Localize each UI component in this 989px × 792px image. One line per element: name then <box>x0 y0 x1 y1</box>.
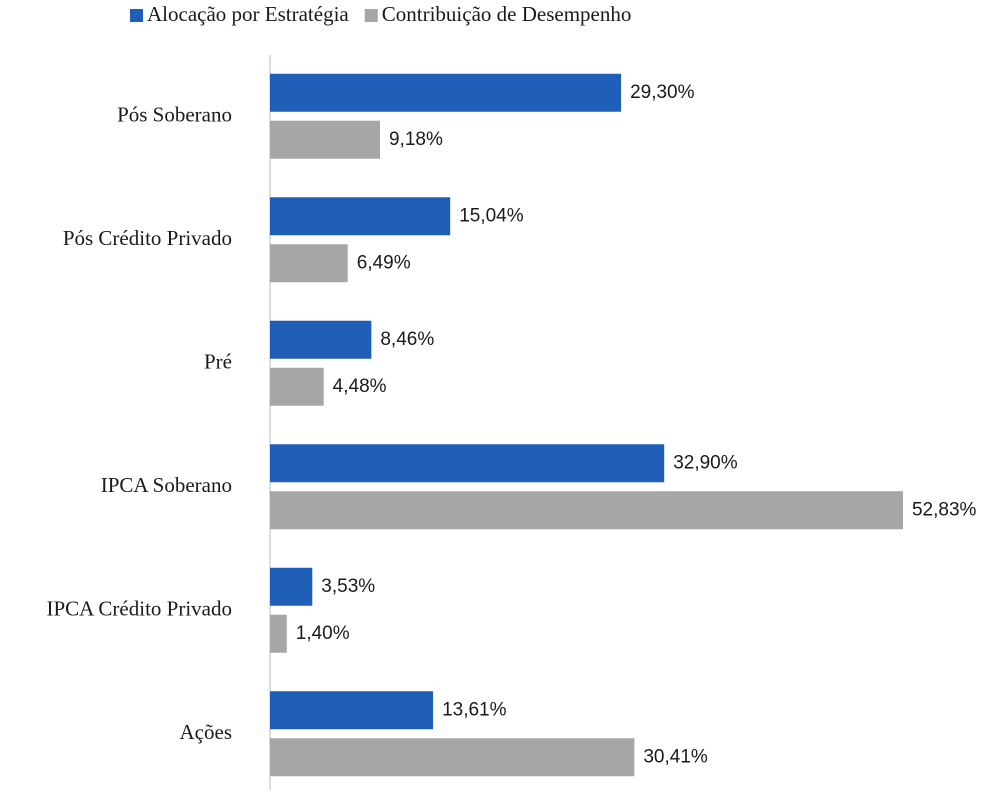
y-tick-label: Ações <box>180 720 232 744</box>
value-label: 9,18% <box>389 129 443 150</box>
legend-swatch <box>364 9 378 22</box>
y-tick-label: Pós Soberano <box>117 103 232 127</box>
value-label: 1,40% <box>296 623 350 644</box>
y-tick-label: IPCA Soberano <box>101 473 232 497</box>
legend-label: Contribuição de Desempenho <box>382 2 632 26</box>
legend-swatch <box>130 9 143 22</box>
value-label: 3,53% <box>321 576 375 597</box>
bar <box>270 197 451 236</box>
value-label: 15,04% <box>459 205 524 226</box>
bar <box>270 367 324 406</box>
value-label: 32,90% <box>673 452 738 473</box>
value-label: 4,48% <box>333 376 387 397</box>
bar <box>270 567 313 606</box>
bar <box>270 73 622 112</box>
bar <box>270 244 348 283</box>
bar <box>270 320 372 359</box>
value-label: 6,49% <box>357 252 411 273</box>
bar <box>270 691 434 730</box>
y-tick-label: Pré <box>204 350 232 374</box>
y-tick-label: Pós Crédito Privado <box>63 226 232 250</box>
value-label: 8,46% <box>380 329 434 350</box>
bar <box>270 614 287 653</box>
value-label: 29,30% <box>630 82 695 103</box>
value-label: 52,83% <box>912 499 977 520</box>
bar <box>270 491 903 530</box>
legend-label: Alocação por Estratégia <box>147 2 349 26</box>
value-label: 13,61% <box>442 699 507 720</box>
value-label: 30,41% <box>643 746 708 767</box>
bar <box>270 444 665 483</box>
y-tick-label: IPCA Crédito Privado <box>46 597 232 621</box>
bar <box>270 120 380 159</box>
bar <box>270 738 635 777</box>
